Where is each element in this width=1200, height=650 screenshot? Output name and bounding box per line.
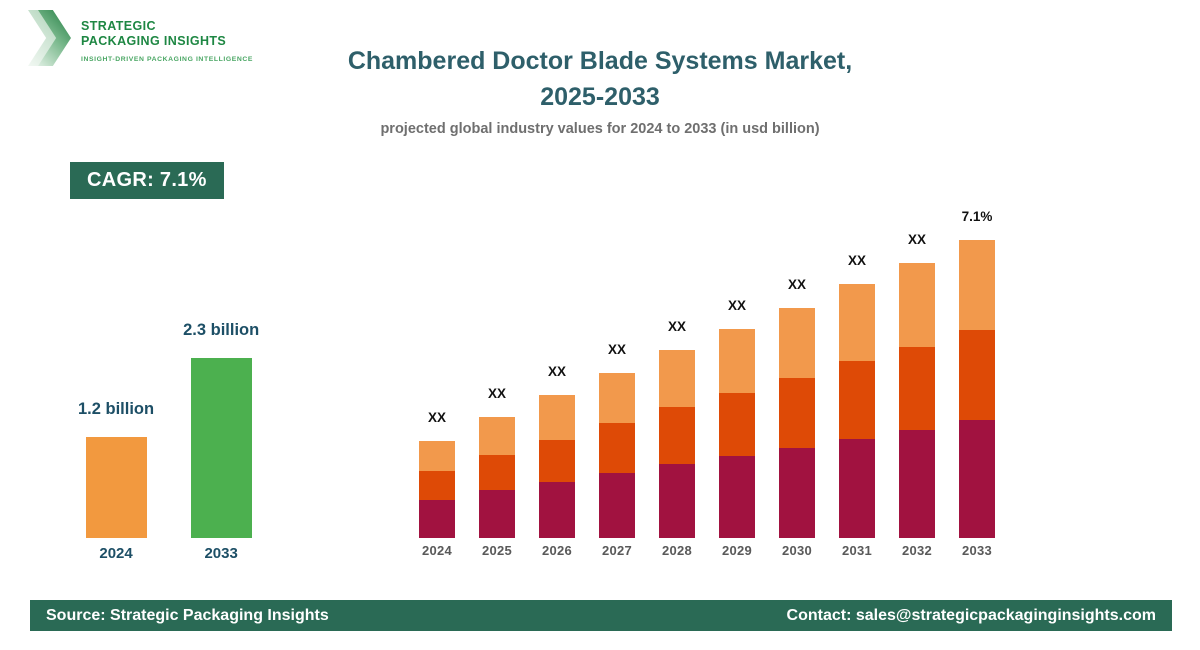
axis-year-label: 2027 <box>601 543 633 558</box>
stacked-bar-group: XX 2031 <box>839 253 875 558</box>
footer-bar: Source: Strategic Packaging Insights Con… <box>30 600 1172 631</box>
brand-name-line2: PACKAGING INSIGHTS <box>81 33 227 48</box>
segment-middle <box>479 455 515 490</box>
segment-bottom <box>419 500 455 538</box>
stacked-bar-group: XX 2026 <box>539 364 575 558</box>
brand-logo: STRATEGIC PACKAGING INSIGHTS INSIGHT-DRI… <box>28 10 253 66</box>
segment-middle <box>719 393 755 456</box>
brand-logo-text: STRATEGIC PACKAGING INSIGHTS INSIGHT-DRI… <box>81 10 253 63</box>
cagr-badge: CAGR: 7.1% <box>70 162 224 199</box>
stacked-bar <box>419 441 455 538</box>
segment-top <box>539 395 575 440</box>
segment-bottom <box>659 464 695 538</box>
stacked-bar <box>479 417 515 538</box>
segment-top <box>779 308 815 378</box>
bar-top-label: XX <box>547 364 566 379</box>
axis-year-label: 2033 <box>961 543 993 558</box>
stacked-bar <box>719 329 755 538</box>
bar-top-label: XX <box>787 277 806 292</box>
stacked-bar <box>659 350 695 538</box>
segment-top <box>419 441 455 471</box>
stacked-chart-bars: XX 2024 XX 2025 XX 2026 XX 2027 XX 2028 … <box>419 209 995 558</box>
segment-bottom <box>959 420 995 538</box>
segment-top <box>959 240 995 330</box>
segment-middle <box>539 440 575 482</box>
segment-middle <box>419 471 455 500</box>
summary-bar-group: 1.2 billion 2024 <box>78 400 154 562</box>
bar-top-label: XX <box>667 319 686 334</box>
axis-year-label: 2033 <box>204 545 238 562</box>
segment-bottom <box>599 473 635 538</box>
brand-tagline: INSIGHT-DRIVEN PACKAGING INTELLIGENCE <box>81 55 253 63</box>
stacked-bar-group: XX 2032 <box>899 232 935 558</box>
axis-year-label: 2028 <box>661 543 693 558</box>
segment-middle <box>959 330 995 420</box>
bar-value-label: 1.2 billion <box>78 400 155 418</box>
axis-year-label: 2024 <box>99 545 133 562</box>
segment-bottom <box>779 448 815 538</box>
segment-top <box>479 417 515 455</box>
segment-bottom <box>719 456 755 538</box>
segment-bottom <box>899 430 935 538</box>
page-subtitle: projected global industry values for 202… <box>380 121 820 137</box>
page-title-line2: 2025-2033 <box>540 82 660 111</box>
bar-top-label: XX <box>727 298 746 313</box>
segment-top <box>839 284 875 361</box>
axis-year-label: 2025 <box>481 543 513 558</box>
bar-value-label: 2.3 billion <box>183 321 260 339</box>
segment-middle <box>599 423 635 473</box>
segment-bottom <box>479 490 515 538</box>
stacked-bar-group: XX 2029 <box>719 298 755 558</box>
segment-top <box>659 350 695 407</box>
bar-top-label: 7.1% <box>961 209 993 224</box>
segment-middle <box>839 361 875 439</box>
stacked-bar <box>899 263 935 538</box>
segment-top <box>599 373 635 423</box>
bar-top-label: XX <box>427 410 446 425</box>
axis-year-label: 2031 <box>841 543 873 558</box>
bar-top-label: XX <box>907 232 926 247</box>
stacked-bar-group: XX 2024 <box>419 410 455 558</box>
bar-top-label: XX <box>847 253 866 268</box>
stacked-bar-group: XX 2025 <box>479 386 515 558</box>
footer-contact-text: Contact: sales@strategicpackaginginsight… <box>786 606 1156 624</box>
stacked-bar <box>599 373 635 538</box>
axis-year-label: 2024 <box>421 543 453 558</box>
segment-top <box>719 329 755 393</box>
brand-name-line1: STRATEGIC <box>81 19 156 33</box>
segment-bottom <box>839 439 875 538</box>
bar-top-label: XX <box>607 342 626 357</box>
segment-top <box>899 263 935 347</box>
chevron-arrow-icon <box>28 10 74 66</box>
stacked-bar-group: XX 2030 <box>779 277 815 558</box>
summary-chart-bars: 1.2 billion 2024 2.3 billion 2033 <box>78 321 259 562</box>
summary-bar <box>85 437 147 538</box>
axis-year-label: 2029 <box>721 543 753 558</box>
segment-middle <box>899 347 935 430</box>
summary-bar-group: 2.3 billion 2033 <box>183 321 259 562</box>
segment-middle <box>779 378 815 448</box>
axis-year-label: 2030 <box>781 543 813 558</box>
bar-top-label: XX <box>487 386 506 401</box>
summary-bar <box>190 358 252 538</box>
stacked-bar-group: XX 2027 <box>599 342 635 558</box>
stacked-bar <box>839 284 875 538</box>
stacked-bar-group: XX 2028 <box>659 319 695 558</box>
footer-source-text: Source: Strategic Packaging Insights <box>46 606 329 624</box>
segment-bottom <box>539 482 575 538</box>
stacked-bar <box>959 240 995 538</box>
stacked-bar <box>779 308 815 538</box>
segment-middle <box>659 407 695 464</box>
axis-year-label: 2032 <box>901 543 933 558</box>
stacked-bar <box>539 395 575 538</box>
stacked-bar-group: 7.1% 2033 <box>959 209 995 558</box>
axis-year-label: 2026 <box>541 543 573 558</box>
